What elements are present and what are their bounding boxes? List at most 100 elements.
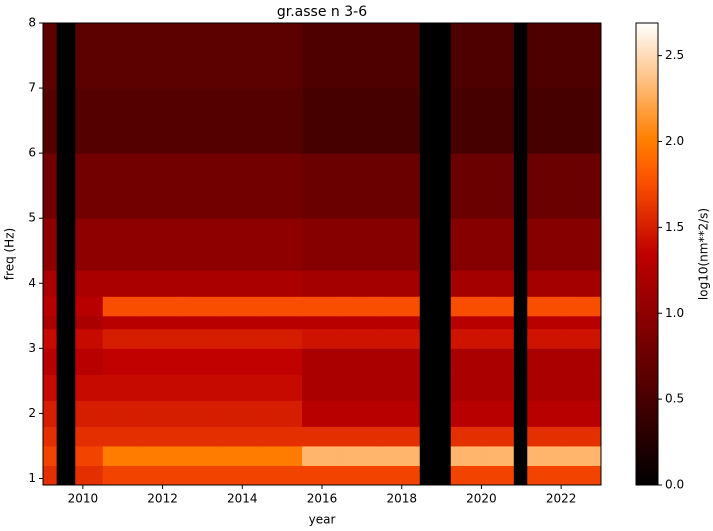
y-tick-label: 7 (28, 81, 36, 95)
heat-cell (341, 426, 383, 447)
heat-cell (222, 374, 263, 401)
heat-cell (450, 218, 482, 271)
heat-cell (450, 270, 482, 297)
heat-cell (527, 270, 562, 297)
heat-cell (302, 315, 343, 330)
heat-cell (341, 23, 383, 89)
heat-cell (341, 348, 383, 375)
heat-cell (381, 88, 420, 154)
heat-cell (182, 400, 223, 427)
heat-cell (142, 328, 183, 349)
heat-cell (381, 348, 420, 375)
heat-cell (481, 445, 514, 466)
chart-title: gr.asse n 3-6 (277, 4, 367, 20)
heat-cell (527, 374, 562, 401)
heat-cell (102, 218, 144, 271)
heat-cell (341, 296, 383, 317)
heat-cell (527, 328, 562, 349)
heat-cell (142, 465, 183, 486)
heat-cell (43, 348, 57, 375)
heat-cell (43, 400, 57, 427)
heat-cell (75, 88, 104, 154)
heat-cell (527, 296, 562, 317)
y-axis-label: freq (Hz) (3, 228, 17, 280)
colorbar-tick-label: 1.5 (665, 220, 684, 234)
heat-cell (481, 374, 514, 401)
heat-cell (262, 445, 303, 466)
heat-cell (102, 315, 144, 330)
heat-cell (182, 270, 223, 297)
heat-cell (561, 328, 602, 349)
heat-cell (262, 296, 303, 317)
heat-cell (341, 270, 383, 297)
heat-cell (142, 218, 183, 271)
heat-cell (102, 88, 144, 154)
heat-cell (43, 374, 57, 401)
heat-cell (222, 296, 263, 317)
heat-cell (527, 218, 562, 271)
heat-cell (381, 153, 420, 219)
heat-cell (527, 153, 562, 219)
colorbar (635, 22, 659, 486)
heat-cell (222, 426, 263, 447)
y-tick-label: 2 (28, 406, 36, 420)
colorbar-label: log10(nm**2/s) (697, 208, 711, 300)
heat-cell (142, 315, 183, 330)
colorbar-tick-label: 0.5 (665, 392, 684, 406)
heat-cell (381, 445, 420, 466)
heat-cell (262, 23, 303, 89)
heat-cell (561, 348, 602, 375)
heat-cell (561, 153, 602, 219)
heat-cell (75, 465, 104, 486)
x-tick-label: 2022 (546, 492, 577, 506)
heat-cell (450, 153, 482, 219)
heat-cell (527, 445, 562, 466)
heat-cell (182, 328, 223, 349)
heat-cell (302, 400, 343, 427)
x-tick-label: 2014 (227, 492, 258, 506)
heat-cell (262, 218, 303, 271)
heat-cell (182, 88, 223, 154)
x-tick-label: 2020 (466, 492, 497, 506)
heat-cell (142, 426, 183, 447)
heat-cell (43, 23, 57, 89)
heat-cell (142, 296, 183, 317)
x-tick-label: 2018 (386, 492, 417, 506)
heat-cell (450, 315, 482, 330)
heat-cell (450, 465, 482, 486)
heat-cell (341, 465, 383, 486)
heat-cell (75, 296, 104, 317)
heat-cell (262, 315, 303, 330)
heat-cell (450, 296, 482, 317)
heat-cell (102, 465, 144, 486)
y-tick-label: 5 (28, 211, 36, 225)
heat-cell (75, 426, 104, 447)
colorbar-tick-label: 0.0 (665, 478, 684, 492)
heat-cell (102, 296, 144, 317)
heat-cell (450, 88, 482, 154)
heat-cell (102, 328, 144, 349)
heat-cell (75, 348, 104, 375)
heat-cell (302, 465, 343, 486)
heat-cell (561, 465, 602, 486)
heat-cell (222, 348, 263, 375)
heat-cell (182, 348, 223, 375)
heat-cell (450, 348, 482, 375)
heat-cell (381, 374, 420, 401)
heat-cell (561, 315, 602, 330)
heat-cell (302, 153, 343, 219)
heat-cell (481, 23, 514, 89)
heat-cell (222, 218, 263, 271)
heat-cell (222, 88, 263, 154)
heat-cell (222, 270, 263, 297)
heat-cell (561, 445, 602, 466)
heat-cell (182, 315, 223, 330)
heat-cell (43, 296, 57, 317)
heat-cell (450, 374, 482, 401)
heat-cell (142, 400, 183, 427)
heat-cell (561, 400, 602, 427)
heat-cell (142, 88, 183, 154)
heat-cell (381, 328, 420, 349)
heat-cell (222, 315, 263, 330)
heat-cell (341, 445, 383, 466)
